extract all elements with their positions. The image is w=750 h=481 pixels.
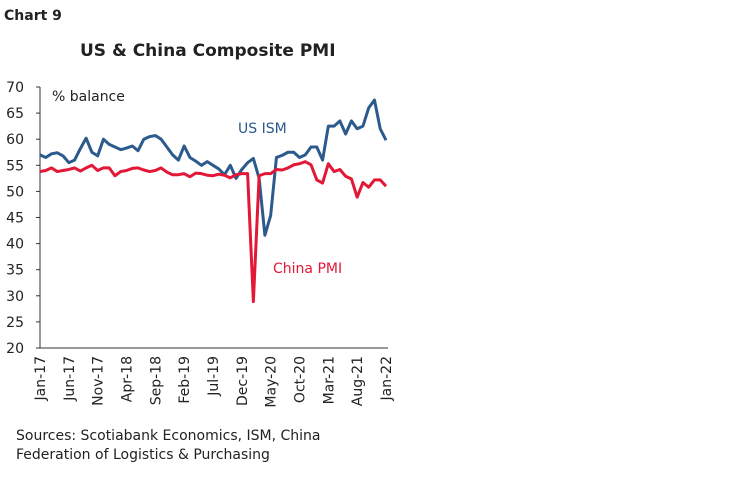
series-line [39, 160, 388, 304]
series-label: China PMI [273, 261, 342, 277]
x-tick-label: Apr-18 [120, 356, 136, 402]
x-tick-label: Jul-19 [206, 356, 222, 397]
y-tick-label: 40 [6, 237, 24, 253]
x-tick-label: Jan-22 [379, 356, 395, 401]
y-axis-unit: % balance [52, 89, 125, 105]
y-tick-label: 50 [6, 184, 24, 200]
x-tick-label: Mar-21 [321, 356, 337, 404]
y-tick-label: 25 [6, 315, 24, 331]
x-tick-label: May-20 [264, 356, 280, 408]
y-tick-label: 45 [6, 211, 24, 227]
chart-title: US & China Composite PMI [80, 41, 336, 61]
y-tick-label: 55 [6, 158, 24, 174]
source-line: Sources: Scotiabank Economics, ISM, Chin… [16, 428, 321, 444]
x-tick-label: Jun-17 [62, 356, 78, 402]
y-tick-label: 20 [6, 341, 24, 357]
x-tick-label: Nov-17 [91, 356, 107, 406]
x-tick-label: Feb-19 [177, 356, 193, 404]
x-tick-label: Jan-17 [33, 356, 49, 401]
x-tick-label: Oct-20 [293, 356, 309, 403]
x-tick-label: Dec-19 [235, 356, 251, 406]
series-line [39, 98, 388, 237]
y-tick-label: 60 [6, 132, 24, 148]
source-line: Federation of Logistics & Purchasing [16, 447, 270, 463]
y-tick-label: 35 [6, 263, 24, 279]
series-label: US ISM [238, 121, 287, 137]
y-tick-label: 65 [6, 106, 24, 122]
y-tick-label: 30 [6, 289, 24, 305]
x-tick-label: Aug-21 [350, 356, 366, 406]
y-tick-label: 70 [6, 80, 24, 96]
chart-header: Chart 9 [4, 8, 62, 24]
x-tick-label: Sep-18 [148, 356, 164, 405]
